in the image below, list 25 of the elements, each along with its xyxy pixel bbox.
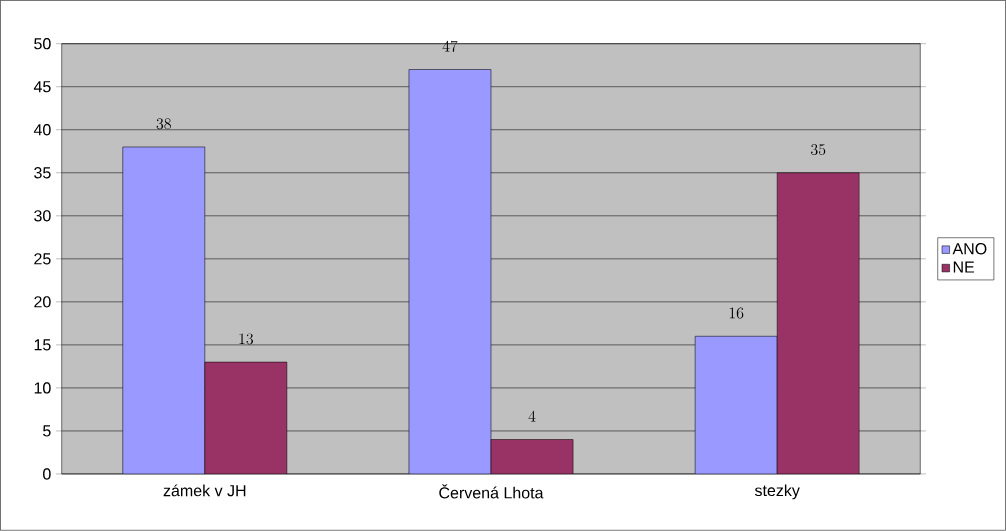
legend-label: NE bbox=[953, 261, 975, 273]
y-tick-label: 45 bbox=[33, 81, 51, 93]
x-tick-label: Červená Lhota bbox=[439, 484, 544, 499]
data-label: 16 bbox=[729, 307, 744, 319]
data-label: 4 bbox=[528, 410, 536, 422]
y-tick-label: 20 bbox=[34, 296, 51, 308]
data-label: 38 bbox=[156, 118, 171, 130]
bar bbox=[776, 172, 860, 475]
y-tick-label: 0 bbox=[43, 468, 51, 480]
bar bbox=[490, 439, 574, 475]
y-tick-label: 30 bbox=[34, 210, 51, 222]
y-tick-label: 25 bbox=[34, 253, 51, 265]
y-tick-label: 10 bbox=[34, 382, 51, 394]
y-tick-label: 5 bbox=[43, 425, 51, 437]
data-label: 47 bbox=[442, 40, 458, 52]
x-tick-label: zámek v JH bbox=[163, 484, 246, 497]
y-tick-label: 50 bbox=[34, 38, 51, 50]
y-tick-label: 15 bbox=[34, 339, 51, 351]
legend-label: ANO bbox=[952, 243, 987, 255]
data-label: 13 bbox=[239, 333, 254, 345]
y-tick-label: 35 bbox=[34, 167, 51, 179]
x-tick-label: stezky bbox=[754, 484, 800, 500]
data-label: 35 bbox=[811, 144, 826, 156]
bar bbox=[204, 361, 288, 475]
y-tick-label: 40 bbox=[33, 124, 51, 136]
